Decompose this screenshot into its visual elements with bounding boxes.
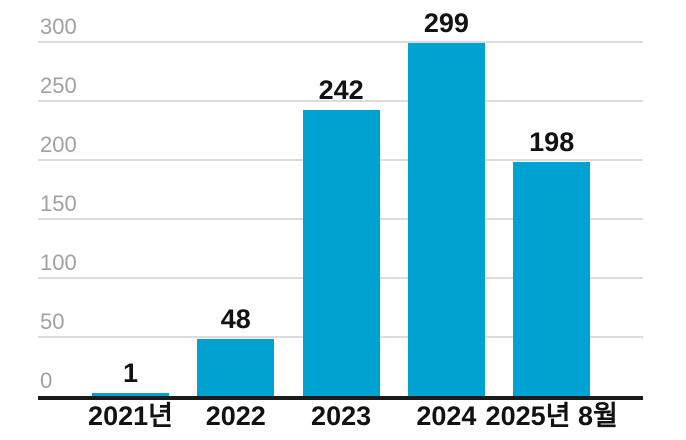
- x-tick-label: 2024: [416, 401, 477, 431]
- y-tick-label: 150: [40, 191, 77, 216]
- bar-value-label: 242: [318, 75, 364, 106]
- x-tick-label: 2022: [205, 401, 266, 431]
- x-tick-label: 2021년: [88, 401, 173, 431]
- gridline: [38, 100, 643, 102]
- y-tick-label: 250: [40, 73, 77, 98]
- y-tick-label: 50: [40, 309, 65, 334]
- bar-2024: [407, 43, 485, 396]
- bar-value-label: 1: [122, 358, 139, 388]
- bar-2021년: [92, 393, 169, 396]
- y-tick-label: 0: [40, 368, 53, 393]
- y-tick-label: 300: [40, 14, 77, 39]
- x-tick-label: 2023: [311, 401, 372, 431]
- bar-value-label: 299: [423, 8, 469, 39]
- y-tick-label: 200: [40, 132, 77, 157]
- bar-2025년 8월: [513, 162, 591, 396]
- gridline: [38, 41, 643, 43]
- bar-2023: [302, 110, 380, 396]
- bar-2022: [197, 339, 275, 396]
- x-axis-line: [38, 396, 643, 400]
- bar-value-label: 198: [529, 127, 575, 158]
- bar-value-label: 48: [220, 304, 251, 335]
- y-tick-label: 100: [40, 250, 77, 275]
- x-tick-label: 2025년 8월: [485, 401, 618, 431]
